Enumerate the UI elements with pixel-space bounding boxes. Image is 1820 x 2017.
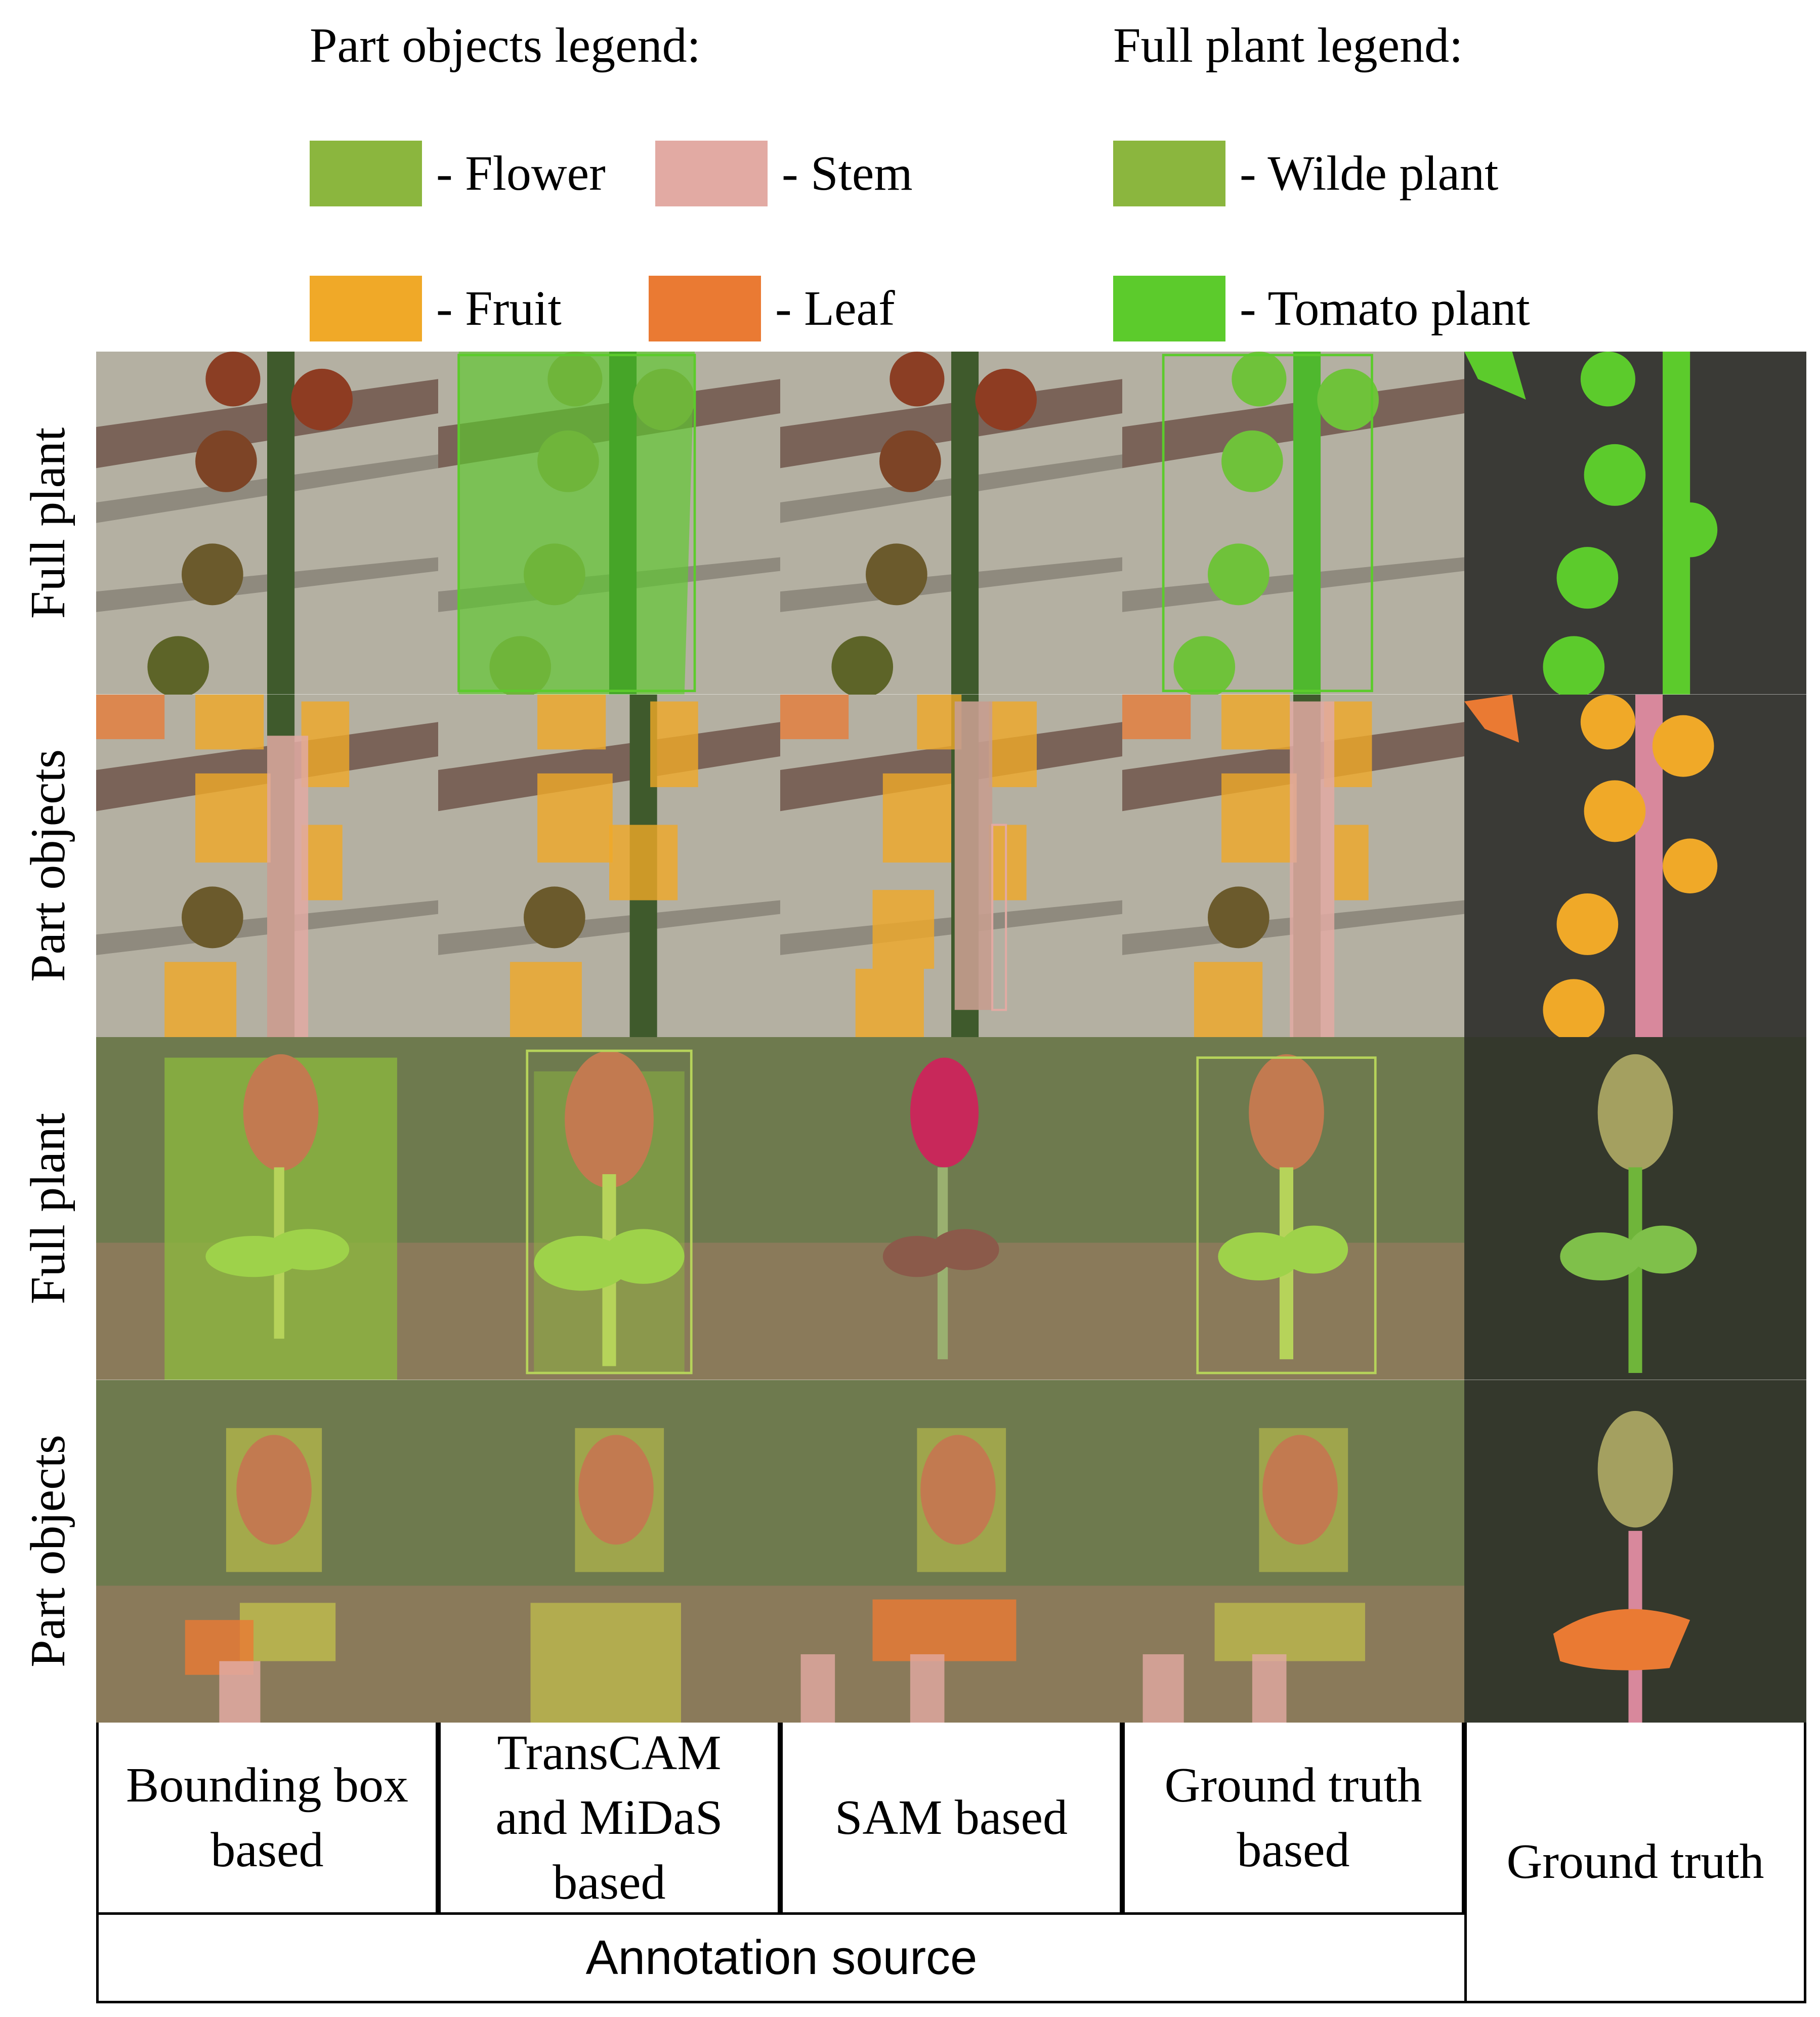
legend-item-flower: - Flower (310, 141, 606, 206)
clover-part-objects-sam-image (780, 1380, 1122, 1723)
clover-part-objects-gt-based-image (1122, 1380, 1464, 1723)
clover-full-plant-bbox-image (96, 1037, 438, 1380)
legend-label: - Wilde plant (1240, 146, 1499, 201)
row-label-part-objects-1: Part objects (21, 749, 76, 982)
column-label-sam-based: SAM based (780, 1723, 1122, 1915)
tomato-full-plant-ground-truth-image (1464, 352, 1806, 695)
flower-swatch (310, 141, 422, 206)
clover-part-objects-transcam-image (438, 1380, 780, 1723)
full-plant-legend-title: Full plant legend: (1113, 18, 1463, 73)
column-label-ground-truth: Ground truth (1464, 1723, 1806, 2003)
tomato-part-objects-gt-based-image (1122, 694, 1464, 1037)
leaf-swatch (649, 276, 761, 341)
column-label-ground-truth-based: Ground truth based (1122, 1723, 1464, 1915)
row-label-part-objects-2: Part objects (21, 1435, 76, 1667)
image-grid (96, 352, 1806, 1723)
legend-label: - Fruit (436, 281, 562, 336)
legend-item-fruit: - Fruit (310, 276, 562, 341)
tomato-part-objects-ground-truth-image (1464, 694, 1806, 1037)
row-label-full-plant-1: Full plant (21, 427, 76, 619)
legend-item-leaf: - Leaf (649, 276, 895, 341)
row-label-full-plant-2: Full plant (21, 1112, 76, 1304)
wild-plant-swatch (1113, 141, 1225, 206)
column-label-transcam-midas-based: TransCAM and MiDaS based (438, 1723, 780, 1915)
legend-label: - Leaf (775, 281, 895, 336)
tomato-full-plant-transcam-image (438, 352, 780, 695)
tomato-part-objects-transcam-image (438, 694, 780, 1037)
clover-full-plant-ground-truth-image (1464, 1037, 1806, 1380)
part-objects-legend-title: Part objects legend: (310, 18, 701, 73)
legend-item-wild-plant: - Wilde plant (1113, 141, 1498, 206)
clover-part-objects-ground-truth-image (1464, 1380, 1806, 1723)
legend-item-tomato-plant: - Tomato plant (1113, 276, 1530, 341)
annotation-source-label: Annotation source (96, 1915, 1467, 2003)
column-label-bounding-box-based: Bounding box based (96, 1723, 438, 1915)
legend-label: - Tomato plant (1240, 281, 1530, 336)
clover-full-plant-sam-image (780, 1037, 1122, 1380)
tomato-full-plant-sam-image (780, 352, 1122, 695)
annotation-source-table: Bounding box based TransCAM and MiDaS ba… (96, 1723, 1806, 2003)
clover-full-plant-gt-based-image (1122, 1037, 1464, 1380)
tomato-part-objects-bbox-image (96, 694, 438, 1037)
tomato-full-plant-gt-based-image (1122, 352, 1464, 695)
legend-label: - Flower (436, 146, 606, 201)
fruit-swatch (310, 276, 422, 341)
clover-full-plant-transcam-image (438, 1037, 780, 1380)
tomato-full-plant-bbox-image (96, 352, 438, 695)
stem-swatch (655, 141, 768, 206)
legend-item-stem: - Stem (655, 141, 913, 206)
legend-label: - Stem (782, 146, 913, 201)
tomato-part-objects-sam-image (780, 694, 1122, 1037)
clover-part-objects-bbox-image (96, 1380, 438, 1723)
tomato-plant-swatch (1113, 276, 1225, 341)
